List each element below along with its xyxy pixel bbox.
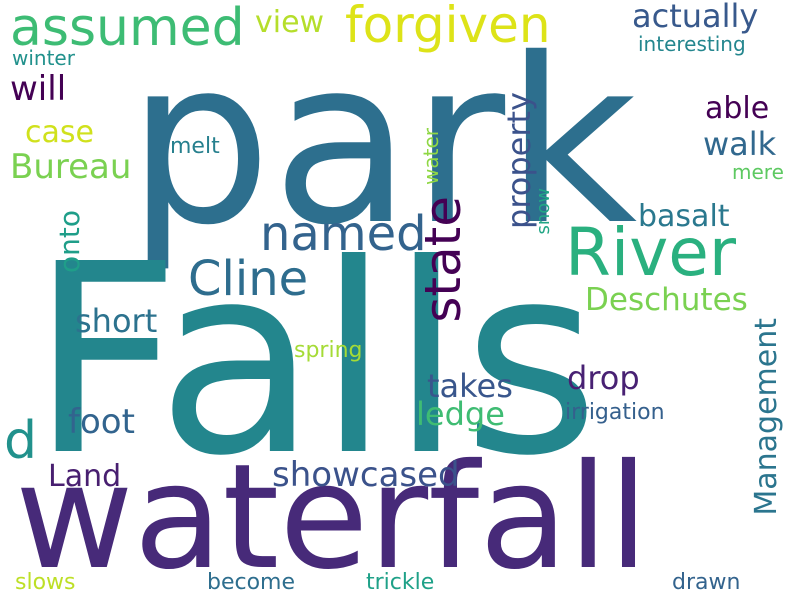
word-waterfall: waterfall	[15, 433, 649, 600]
word-property: property	[500, 92, 538, 229]
word-trickle: trickle	[366, 570, 435, 595]
word-cline: Cline	[188, 251, 309, 307]
word-land: Land	[48, 459, 122, 494]
word-falls: Falls	[30, 208, 600, 513]
word-able: able	[705, 91, 770, 126]
word-become: become	[207, 570, 296, 595]
word-winter: winter	[12, 46, 75, 70]
word-drawn: drawn	[672, 570, 741, 595]
word-assumed: assumed	[10, 0, 245, 58]
word-melt: melt	[170, 134, 220, 159]
word-foot: foot	[68, 402, 135, 442]
word-spring: spring	[294, 338, 363, 363]
word-slows: slows	[15, 570, 76, 595]
word-water: water	[419, 128, 443, 185]
word-basalt: basalt	[638, 199, 730, 234]
word-ledge: ledge	[416, 395, 505, 433]
word-d: d	[4, 411, 38, 471]
word-deschutes: Deschutes	[585, 282, 748, 318]
word-case: case	[25, 115, 94, 150]
word-drop: drop	[567, 359, 640, 397]
word-actually: actually	[632, 0, 759, 35]
word-interesting: interesting	[638, 32, 746, 56]
word-walk: walk	[703, 125, 777, 163]
word-view: view	[255, 5, 325, 40]
word-irrigation: irrigation	[565, 400, 665, 425]
word-state: state	[414, 196, 472, 323]
word-mere: mere	[732, 160, 784, 184]
word-bureau: Bureau	[10, 147, 132, 187]
word-named: named	[260, 206, 427, 262]
word-river: River	[565, 214, 736, 291]
word-short: short	[75, 302, 158, 340]
word-showcased: showcased	[272, 455, 460, 495]
word-takes: takes	[427, 367, 513, 405]
word-forgiven: forgiven	[345, 0, 551, 54]
word-onto: onto	[53, 210, 86, 273]
word-management: Management	[749, 318, 784, 516]
word-park: park	[127, 9, 638, 275]
word-will: will	[10, 69, 67, 109]
